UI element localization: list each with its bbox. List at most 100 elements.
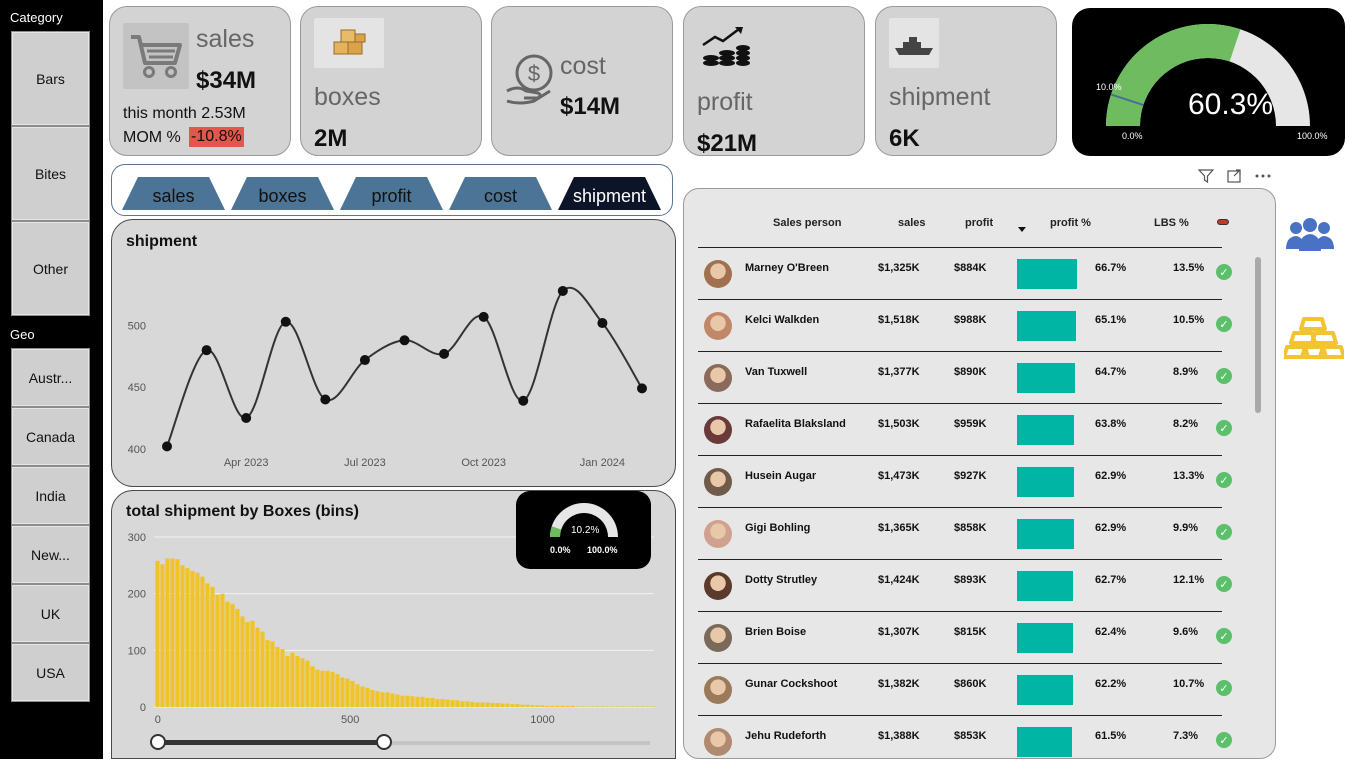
line-point xyxy=(557,285,568,296)
histogram-bar xyxy=(300,658,305,707)
sales-cell: $1,518K xyxy=(878,314,920,326)
histogram-bar xyxy=(515,704,520,707)
tab-profit[interactable]: profit xyxy=(340,177,443,210)
cost-label: cost xyxy=(560,52,606,80)
table-row[interactable]: Husein Augar $1,473K $927K 62.9% 13.3% ✓ xyxy=(698,455,1232,507)
geo-usa[interactable]: USA xyxy=(11,643,90,702)
range-slider-max-handle[interactable] xyxy=(376,734,393,750)
more-options-icon[interactable] xyxy=(1254,168,1272,184)
col-sales-person[interactable]: Sales person xyxy=(773,217,842,229)
sales-cell: $1,473K xyxy=(878,470,920,482)
histogram-bar xyxy=(595,706,600,707)
histogram-bar xyxy=(220,593,225,707)
tab-sales[interactable]: sales xyxy=(122,177,225,210)
focus-mode-icon[interactable] xyxy=(1226,168,1242,184)
histogram-bar xyxy=(345,678,350,707)
person-name: Kelci Walkden xyxy=(745,314,820,326)
col-lbs-pct[interactable]: LBS % xyxy=(1154,217,1189,229)
table-row[interactable]: Brien Boise $1,307K $815K 62.4% 9.6% ✓ xyxy=(698,611,1232,663)
table-row[interactable]: Kelci Walkden $1,518K $988K 65.1% 10.5% ✓ xyxy=(698,299,1232,351)
histogram-bar xyxy=(475,702,480,707)
histogram-bar xyxy=(255,627,260,707)
sales-mom-badge: -10.8% xyxy=(189,127,244,147)
histogram-bar xyxy=(200,576,205,707)
check-icon: ✓ xyxy=(1216,368,1232,384)
table-row[interactable]: Gunar Cockshoot $1,382K $860K 62.2% 10.7% ✓ xyxy=(698,663,1232,715)
check-icon: ✓ xyxy=(1216,420,1232,436)
shipment-series-line xyxy=(166,286,643,447)
tab-shipment[interactable]: shipment xyxy=(558,177,661,210)
histogram-bar xyxy=(250,620,255,707)
category-other[interactable]: Other xyxy=(11,221,90,316)
geo-india[interactable]: India xyxy=(11,466,90,525)
histogram-bar xyxy=(540,705,545,707)
histogram-bar xyxy=(530,705,535,707)
dollar-hand-icon: $ xyxy=(504,51,556,107)
profit-pct-cell: 63.8% xyxy=(1095,418,1127,430)
check-icon: ✓ xyxy=(1216,264,1232,280)
histogram-bar xyxy=(555,705,560,707)
histogram-bar xyxy=(315,669,320,707)
histogram-bar xyxy=(435,699,440,707)
filter-icon[interactable] xyxy=(1197,168,1215,184)
histogram-bar xyxy=(495,703,500,707)
y-tick-label: 300 xyxy=(128,532,146,544)
table-row[interactable]: Jehu Rudeforth $1,388K $853K 61.5% 7.3% ✓ xyxy=(698,715,1232,758)
x-tick-label: 0 xyxy=(155,714,161,726)
person-name: Dotty Strutley xyxy=(745,574,818,586)
geo-new-zealand[interactable]: New... xyxy=(11,525,90,584)
geo-uk[interactable]: UK xyxy=(11,584,90,643)
histogram-bar xyxy=(370,690,375,707)
tab-cost[interactable]: cost xyxy=(449,177,552,210)
histogram-bar xyxy=(455,700,460,707)
person-name: Gunar Cockshoot xyxy=(745,678,838,690)
shipment-line-chart-panel: shipment 400 450 500 Apr 2023 Jul 2023 Oct 20… xyxy=(111,219,676,487)
histogram-bar xyxy=(260,631,265,707)
line-point xyxy=(478,311,489,322)
tab-boxes[interactable]: boxes xyxy=(231,177,334,210)
person-name: Van Tuxwell xyxy=(745,366,808,378)
table-row[interactable]: Marney O'Breen $1,325K $884K 66.7% 13.5% ✓ xyxy=(698,247,1232,299)
lbs-cell: 8.2% xyxy=(1173,418,1199,430)
table-row[interactable]: Rafaelita Blaksland $1,503K $959K 63.8% 8.2%… xyxy=(698,403,1232,455)
gold-bars-icon xyxy=(1282,315,1346,361)
col-profit[interactable]: profit xyxy=(965,217,994,229)
tab-profit-label: profit xyxy=(371,186,412,206)
histogram-bar xyxy=(380,692,385,707)
table-row[interactable]: Gigi Bohling $1,365K $858K 62.9% 9.9% ✓ xyxy=(698,507,1232,559)
category-bites[interactable]: Bites xyxy=(11,126,90,221)
col-profit-pct[interactable]: profit % xyxy=(1050,217,1091,229)
line-point xyxy=(399,335,410,346)
sales-label: sales xyxy=(196,25,255,53)
histogram-bar xyxy=(565,705,570,707)
geo-canada[interactable]: Canada xyxy=(11,407,90,466)
profit-pct-bar xyxy=(1017,727,1073,757)
x-tick-label: Apr 2023 xyxy=(224,457,269,469)
line-point xyxy=(280,316,291,327)
histogram-bar xyxy=(285,656,290,707)
histogram-bar xyxy=(180,565,185,707)
geo-australia[interactable]: Austr... xyxy=(11,348,90,407)
lbs-cell: 10.7% xyxy=(1173,678,1205,690)
avatar xyxy=(704,416,732,444)
category-bars[interactable]: Bars xyxy=(11,31,90,126)
table-row[interactable]: Dotty Strutley $1,424K $893K 62.7% 12.1% ✓ xyxy=(698,559,1232,611)
table-row[interactable]: Van Tuxwell $1,377K $890K 64.7% 8.9% ✓ xyxy=(698,351,1232,403)
histogram-bar xyxy=(445,699,450,707)
avatar xyxy=(704,520,732,548)
sort-desc-icon[interactable] xyxy=(1018,227,1026,232)
col-sales[interactable]: sales xyxy=(898,217,926,229)
profit-pct-bar xyxy=(1017,675,1073,705)
shipment-kpi-card: shipment 6K xyxy=(875,6,1057,156)
histogram-bar xyxy=(570,705,575,707)
range-slider-min-handle[interactable] xyxy=(150,734,166,750)
y-tick-label: 400 xyxy=(128,444,146,456)
tab-boxes-label: boxes xyxy=(258,186,307,206)
gauge-target-label: 10.0% xyxy=(1096,82,1122,92)
table-scrollbar[interactable] xyxy=(1255,257,1261,413)
sales-cell: $1,382K xyxy=(878,678,920,690)
line-point xyxy=(439,348,450,359)
histogram-bar xyxy=(310,666,315,707)
histogram-bar xyxy=(165,558,170,707)
profit-cell: $988K xyxy=(954,314,987,326)
